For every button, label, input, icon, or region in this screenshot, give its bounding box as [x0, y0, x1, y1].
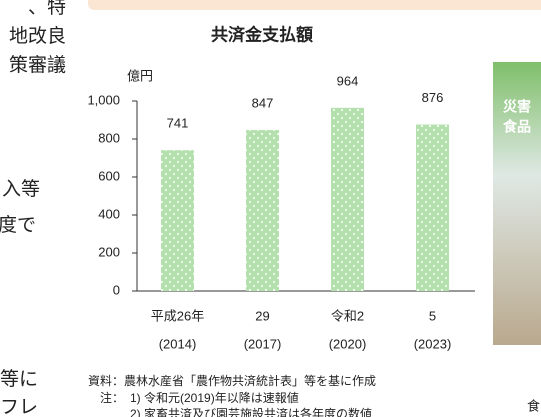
bar-pattern	[416, 124, 449, 291]
y-axis-label: 億円	[127, 68, 153, 83]
value-label: 847	[252, 96, 274, 111]
header-box	[88, 0, 541, 10]
bar-pattern	[331, 107, 364, 291]
note-item: 1) 令和元(2019)年以降は速報値	[130, 390, 299, 405]
x-tick-year: (2017)	[244, 336, 282, 351]
source-note: 資料：農林水産省「農作物共済統計表」等を基に作成	[88, 373, 376, 388]
photo-caption: 食	[527, 398, 540, 413]
x-tick-year: (2020)	[329, 336, 367, 351]
x-tick-label: 29	[255, 308, 269, 323]
x-tick-label: 令和2	[331, 308, 364, 323]
x-tick-label: 5	[429, 308, 436, 323]
text-fragment: 策審議	[9, 54, 66, 76]
value-label: 876	[422, 90, 444, 105]
chart-title: 共済金支払額	[211, 24, 313, 44]
photo	[493, 62, 541, 345]
value-label: 741	[167, 116, 189, 131]
text-fragment: 、特	[28, 0, 66, 18]
bar-pattern	[161, 150, 194, 291]
y-tick-label: 800	[98, 130, 120, 145]
x-tick-year: (2023)	[414, 336, 452, 351]
text-fragment: 入等	[2, 178, 40, 200]
text-fragment: 度で	[0, 214, 36, 236]
text-fragment: 等に	[0, 368, 38, 390]
y-tick-label: 0	[113, 282, 120, 297]
x-tick-year: (2014)	[159, 336, 197, 351]
y-tick-label: 1,000	[87, 92, 120, 107]
photo-text: 食品	[503, 119, 531, 135]
note-item: 2) 家畜共済及び園芸施設共済は各年度の数値	[130, 406, 372, 417]
text-fragment: 地改良	[9, 25, 66, 47]
y-tick-label: 200	[98, 244, 120, 259]
y-tick-label: 600	[98, 168, 120, 183]
y-tick-label: 400	[98, 206, 120, 221]
x-tick-label: 平成26年	[151, 308, 204, 323]
bar-pattern	[246, 130, 279, 291]
note-label: 注：	[100, 390, 124, 405]
photo-text: 災害	[503, 99, 531, 115]
value-label: 964	[337, 73, 359, 88]
text-fragment: フレ	[0, 397, 38, 417]
